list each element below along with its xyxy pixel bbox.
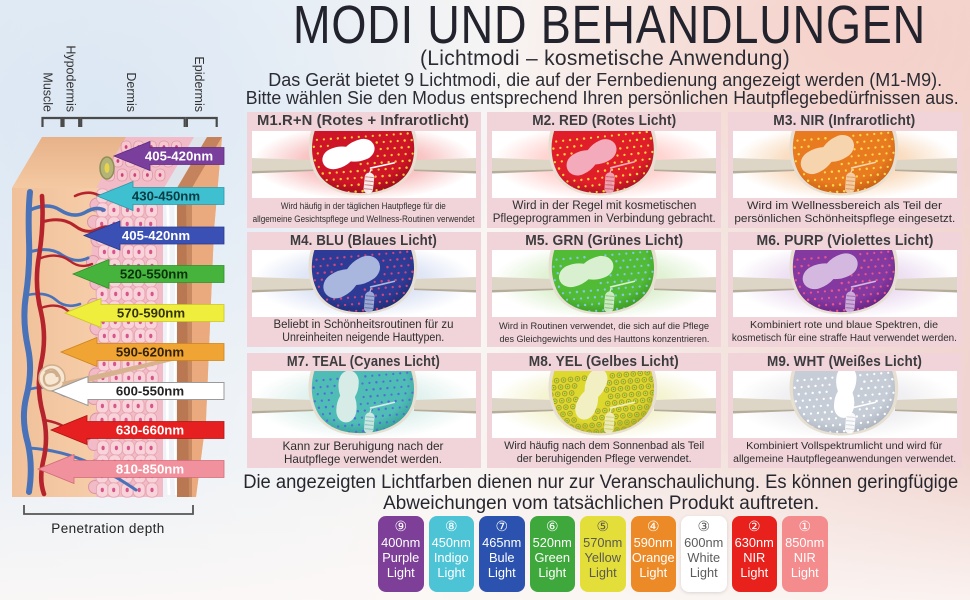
svg-text:405-420nm: 405-420nm [122,228,190,243]
svg-text:600-550nm: 600-550nm [116,384,184,399]
svg-text:520-550nm: 520-550nm [120,267,188,282]
svg-text:570-590nm: 570-590nm [117,306,185,321]
svg-text:430-450nm: 430-450nm [132,189,200,204]
svg-text:Dermis: Dermis [124,72,138,112]
svg-text:Hypodermis: Hypodermis [64,45,78,112]
svg-text:810-850nm: 810-850nm [116,462,184,477]
svg-text:Muscle: Muscle [41,72,55,112]
svg-text:630-660nm: 630-660nm [116,423,184,438]
svg-text:590-620nm: 590-620nm [116,345,184,360]
svg-text:405-420nm: 405-420nm [145,149,213,164]
svg-text:Penetration depth: Penetration depth [51,521,164,536]
svg-text:Epidermis: Epidermis [192,56,206,112]
